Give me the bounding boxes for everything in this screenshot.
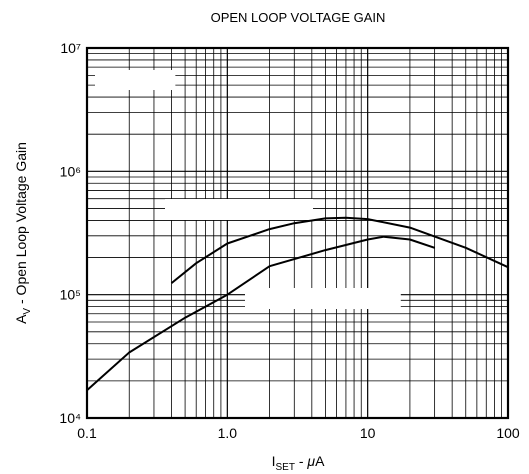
y-tick-label: 10⁶: [60, 163, 81, 179]
plot-frame: [85, 46, 510, 420]
x-axis-label: ISET - μA: [272, 453, 325, 473]
x-tick-label: 0.1: [77, 425, 97, 441]
annotation-background: [165, 199, 314, 220]
line-series: [170, 216, 509, 284]
annotation-background: [95, 70, 176, 90]
text-part: A: [13, 314, 29, 324]
x-tick-label: 10: [360, 425, 376, 441]
y-tick-label: 10⁷: [60, 40, 81, 56]
y-axis-label: AV - Open Loop Voltage Gain: [13, 142, 33, 324]
text-part: -: [295, 453, 307, 469]
text-part: SET: [275, 462, 294, 473]
text-part: A: [315, 453, 325, 469]
x-tick-label: 1.0: [218, 425, 238, 441]
y-tick-label: 10⁵: [60, 287, 81, 303]
text-part: μ: [306, 453, 315, 469]
annotation-background: [245, 288, 401, 309]
x-tick-label: 100: [496, 425, 520, 441]
y-tick-label: 10⁴: [59, 410, 81, 426]
chart-title: OPEN LOOP VOLTAGE GAIN: [211, 10, 386, 25]
line-series: [86, 235, 435, 391]
text-part: I: [272, 453, 276, 469]
text-part: - Open Loop Voltage Gain: [13, 142, 29, 308]
text-part: V: [22, 308, 33, 315]
